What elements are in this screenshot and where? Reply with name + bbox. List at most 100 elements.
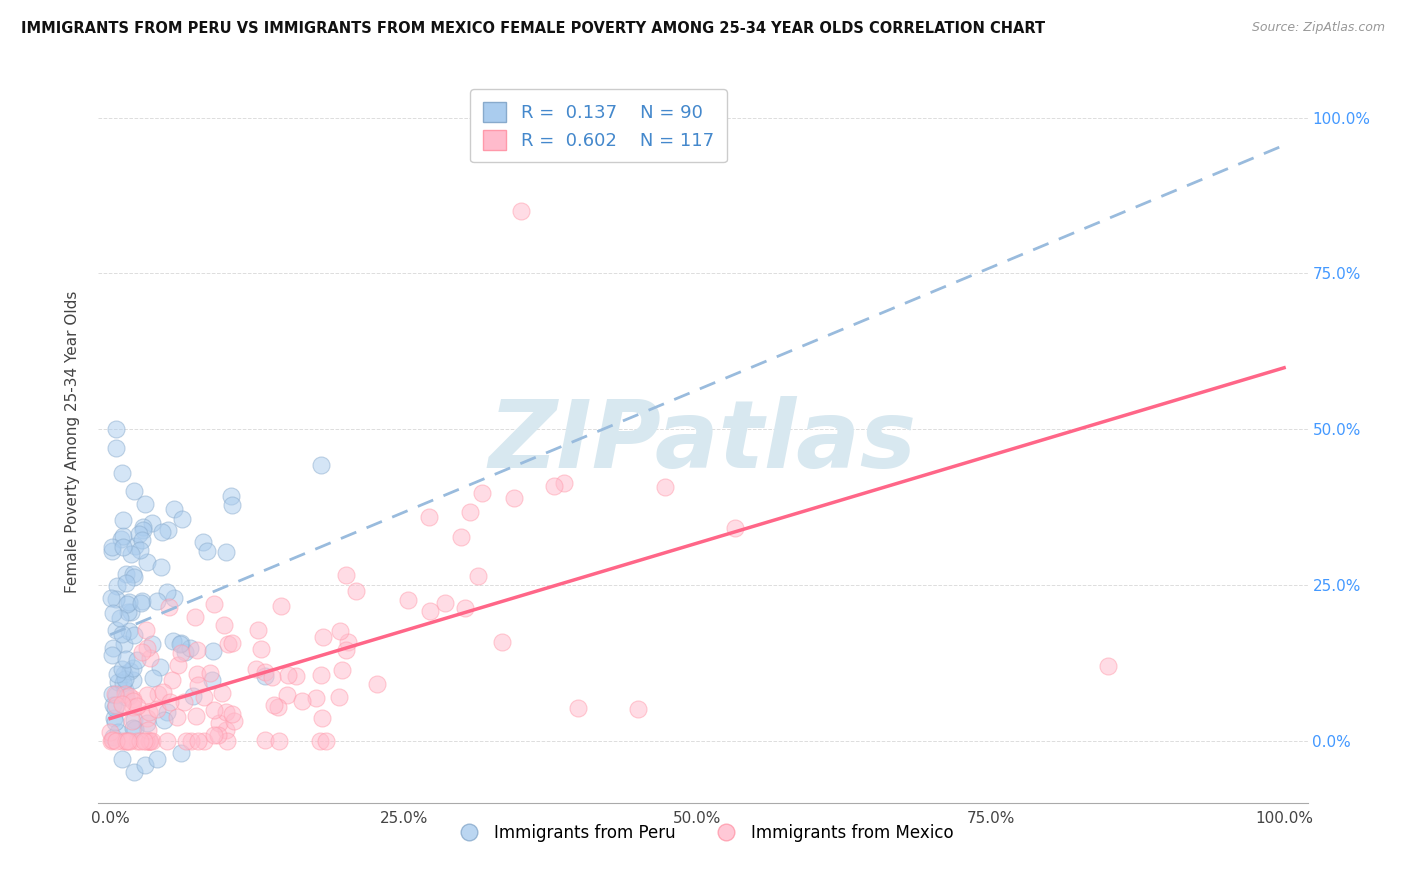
Point: [214, 545, 236, 559]
Point: [162, 673, 184, 687]
Point: [245, 662, 267, 676]
Point: [135, 688, 157, 702]
Point: [1097, 658, 1119, 673]
Point: [215, 705, 238, 719]
Point: [187, 733, 209, 747]
Point: [149, 559, 172, 574]
Point: [170, 635, 193, 649]
Point: [141, 733, 163, 747]
Point: [491, 635, 513, 649]
Point: [101, 544, 124, 558]
Point: [122, 484, 145, 499]
Point: [121, 721, 143, 735]
Point: [434, 596, 457, 610]
Point: [503, 491, 526, 505]
Point: [156, 523, 179, 537]
Point: [337, 635, 360, 649]
Point: [111, 662, 134, 676]
Point: [166, 710, 188, 724]
Point: [267, 700, 290, 714]
Point: [134, 733, 156, 747]
Point: [214, 617, 236, 632]
Point: [173, 645, 195, 659]
Point: [163, 591, 186, 605]
Point: [553, 475, 575, 490]
Point: [122, 628, 145, 642]
Point: [315, 733, 337, 747]
Point: [329, 624, 352, 639]
Point: [208, 715, 231, 730]
Point: [627, 702, 650, 716]
Point: [136, 711, 159, 725]
Point: [328, 690, 350, 704]
Point: [141, 637, 163, 651]
Point: [101, 733, 124, 747]
Text: Source: ZipAtlas.com: Source: ZipAtlas.com: [1251, 21, 1385, 34]
Point: [543, 479, 565, 493]
Point: [129, 596, 152, 610]
Point: [121, 673, 143, 687]
Point: [467, 568, 489, 582]
Point: [263, 698, 285, 713]
Point: [112, 667, 135, 681]
Point: [101, 730, 124, 744]
Point: [114, 682, 136, 697]
Point: [304, 691, 326, 706]
Point: [221, 636, 243, 650]
Point: [101, 733, 124, 747]
Point: [215, 723, 238, 737]
Point: [157, 599, 180, 614]
Point: [169, 746, 191, 760]
Point: [122, 764, 145, 779]
Point: [105, 579, 128, 593]
Text: ZIPatlas: ZIPatlas: [489, 395, 917, 488]
Point: [184, 609, 207, 624]
Point: [115, 690, 138, 705]
Point: [100, 648, 122, 662]
Point: [111, 733, 134, 747]
Point: [396, 593, 419, 607]
Point: [419, 604, 441, 618]
Point: [136, 723, 159, 737]
Point: [207, 728, 229, 742]
Point: [162, 502, 184, 516]
Point: [122, 694, 145, 708]
Point: [330, 663, 353, 677]
Point: [180, 733, 202, 747]
Point: [111, 466, 134, 480]
Point: [101, 640, 124, 655]
Point: [309, 733, 332, 747]
Point: [250, 641, 273, 656]
Point: [291, 693, 314, 707]
Point: [169, 637, 191, 651]
Point: [135, 623, 157, 637]
Point: [262, 670, 284, 684]
Point: [120, 733, 142, 747]
Point: [138, 733, 160, 747]
Point: [129, 733, 152, 747]
Point: [127, 698, 149, 713]
Point: [510, 204, 533, 219]
Point: [122, 692, 145, 706]
Point: [115, 597, 138, 611]
Point: [139, 650, 162, 665]
Point: [115, 652, 138, 666]
Point: [418, 510, 440, 524]
Point: [202, 644, 225, 658]
Point: [107, 725, 129, 739]
Point: [105, 591, 128, 606]
Point: [152, 685, 174, 699]
Point: [139, 733, 162, 747]
Point: [311, 630, 333, 644]
Point: [201, 673, 224, 687]
Point: [101, 698, 124, 712]
Point: [104, 687, 127, 701]
Point: [173, 694, 195, 708]
Point: [105, 698, 128, 713]
Point: [156, 585, 179, 599]
Point: [115, 733, 138, 747]
Point: [118, 624, 141, 639]
Point: [105, 733, 128, 747]
Point: [270, 599, 292, 614]
Point: [567, 701, 589, 715]
